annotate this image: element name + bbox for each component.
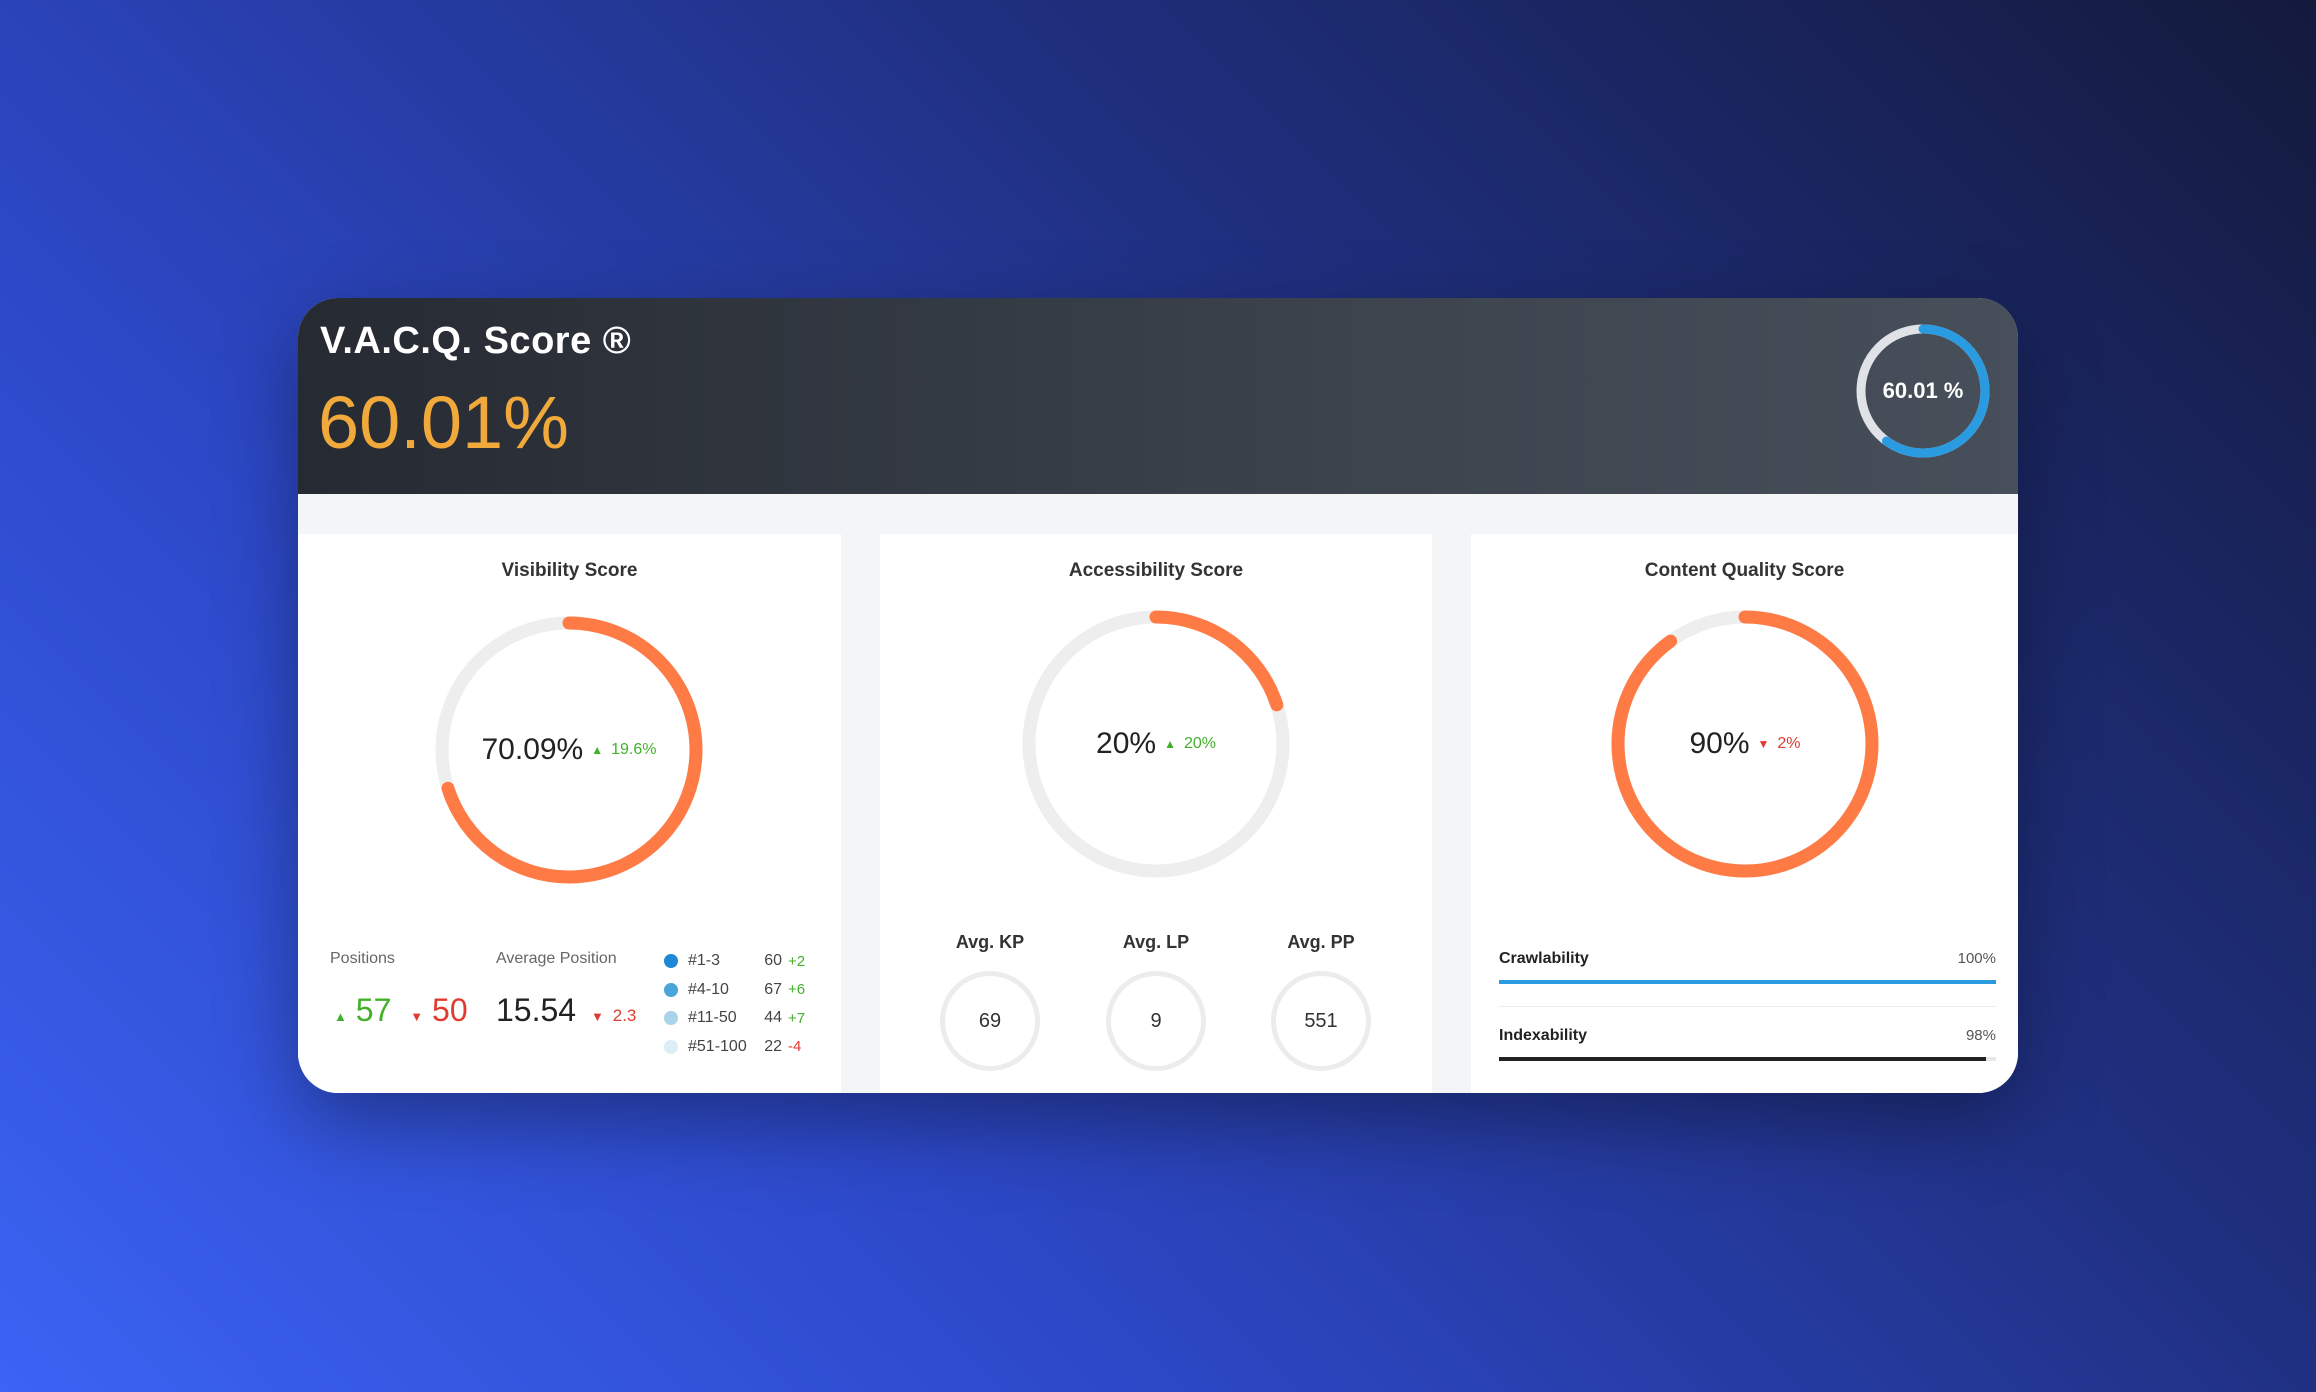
arrow-up-icon: ▲ bbox=[1164, 737, 1176, 751]
avg-pp-label: Avg. PP bbox=[1287, 932, 1355, 952]
arrow-down-icon: ▼ bbox=[590, 1009, 604, 1024]
accessibility-delta: 20% bbox=[1183, 735, 1216, 752]
visibility-delta: 19.6% bbox=[611, 741, 657, 758]
legend-row: #1-3 60 +2 bbox=[664, 947, 814, 976]
avg-kp-label: Avg. KP bbox=[955, 932, 1025, 952]
content-quality-score-value: 90% bbox=[1689, 727, 1750, 760]
crawlability-bar-fill bbox=[1499, 980, 1996, 984]
legend-name: #4-10 bbox=[688, 980, 729, 998]
legend-delta: +7 bbox=[788, 1009, 806, 1027]
avg-position-label: Average Position bbox=[496, 950, 617, 967]
legend-name: #11-50 bbox=[688, 1009, 737, 1027]
legend-dot-icon bbox=[664, 1039, 678, 1054]
content-quality-panel: Content Quality Score 90% ▼ 2% Crawlabil… bbox=[1471, 534, 2018, 1093]
content-quality-delta: 2% bbox=[1777, 735, 1801, 752]
positions-down-value: 50 bbox=[432, 992, 468, 1028]
legend-name: #51-100 bbox=[688, 1037, 747, 1055]
content-quality-arc bbox=[1611, 610, 1879, 878]
crawlability-label: Crawlability bbox=[1499, 950, 1589, 967]
content-quality-donut-label: 90% ▼ 2% bbox=[1605, 604, 1885, 884]
accessibility-arc bbox=[1022, 610, 1290, 878]
crawlability-pct: 100% bbox=[1957, 950, 1996, 967]
visibility-score-value: 70.09% bbox=[481, 733, 584, 766]
legend-delta: -4 bbox=[788, 1038, 802, 1056]
header-score-ring bbox=[1856, 324, 1990, 458]
accessibility-donut bbox=[1022, 610, 1290, 878]
avg-position-delta: 2.3 bbox=[612, 1006, 637, 1025]
visibility-donut-label: 70.09% ▲ 19.6% bbox=[429, 610, 709, 890]
arrow-up-icon: ▲ bbox=[591, 743, 604, 757]
accessibility-panel: Accessibility Score 20% ▲ 20% Avg. KP 69… bbox=[880, 534, 1432, 1093]
positions-label: Positions bbox=[330, 950, 395, 967]
crawlability-bar bbox=[1499, 980, 1996, 984]
vacq-score-card: V.A.C.Q. Score ® 60.01% 60.01 % Visibili… bbox=[298, 298, 2018, 1093]
indexability-pct: 98% bbox=[1965, 1027, 1996, 1044]
positions-legend: #1-3 60 +2 #4-10 67 +6 #11-50 44 +7 #51-… bbox=[664, 947, 814, 1061]
legend-delta: +2 bbox=[788, 952, 806, 970]
indexability-bar-fill bbox=[1499, 1057, 1987, 1061]
visibility-donut bbox=[435, 616, 703, 884]
arrow-down-icon: ▼ bbox=[1757, 737, 1770, 751]
indexability-label: Indexability bbox=[1499, 1027, 1588, 1044]
legend-dot-icon bbox=[664, 954, 678, 969]
legend-value: 44 bbox=[764, 1009, 782, 1027]
visibility-title: Visibility Score bbox=[501, 560, 638, 581]
positions-up-value: 57 bbox=[355, 992, 392, 1028]
legend-dot-icon bbox=[664, 982, 678, 997]
card-header: V.A.C.Q. Score ® 60.01% 60.01 % bbox=[298, 298, 2018, 494]
legend-delta: +6 bbox=[788, 981, 806, 999]
visibility-arc bbox=[435, 616, 703, 884]
avg-lp-label: Avg. LP bbox=[1122, 932, 1190, 952]
legend-row: #4-10 67 +6 bbox=[664, 976, 814, 1005]
indexability-bar bbox=[1499, 1057, 1996, 1061]
content-quality-title: Content Quality Score bbox=[1644, 560, 1845, 581]
avg-position-values: 15.54 ▼ 2.3 bbox=[496, 992, 636, 1029]
visibility-panel: Visibility Score 70.09% ▲ 19.6% Position… bbox=[298, 534, 841, 1093]
arrow-up-icon: ▲ bbox=[334, 1009, 347, 1024]
arrow-down-icon: ▼ bbox=[410, 1009, 424, 1024]
accessibility-donut-label: 20% ▲ 20% bbox=[1016, 604, 1296, 884]
avg-pp-circle: 551 bbox=[1271, 971, 1371, 1071]
avg-lp-circle: 9 bbox=[1106, 971, 1206, 1071]
legend-value: 60 bbox=[764, 952, 782, 970]
content-quality-donut bbox=[1611, 610, 1879, 878]
legend-dot-icon bbox=[664, 1011, 678, 1026]
legend-value: 67 bbox=[764, 980, 782, 998]
header-ring-arc bbox=[1856, 324, 1990, 458]
legend-value: 22 bbox=[764, 1037, 782, 1055]
avg-position-value: 15.54 bbox=[496, 992, 577, 1028]
header-title: V.A.C.Q. Score ® bbox=[320, 320, 632, 362]
accessibility-score-value: 20% bbox=[1096, 727, 1157, 760]
legend-row: #51-100 22 -4 bbox=[664, 1033, 814, 1062]
legend-row: #11-50 44 +7 bbox=[664, 1004, 814, 1033]
divider bbox=[1499, 1006, 1996, 1007]
header-score-value: 60.01% bbox=[318, 381, 569, 464]
accessibility-title: Accessibility Score bbox=[1068, 560, 1244, 581]
avg-kp-circle: 69 bbox=[940, 971, 1040, 1071]
header-ring-label: 60.01 % bbox=[1882, 378, 1964, 403]
legend-name: #1-3 bbox=[688, 952, 721, 970]
positions-values: ▲ 57 ▼ 50 bbox=[334, 992, 468, 1029]
